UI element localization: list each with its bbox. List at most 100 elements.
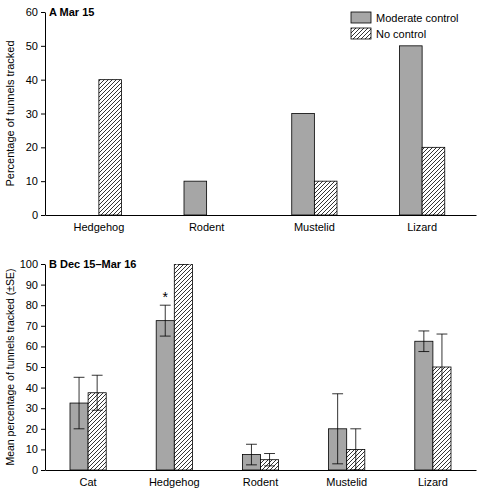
tick-label: Rodent: [189, 221, 224, 233]
tick: Hedgehog: [73, 215, 124, 233]
tick-mark: [41, 46, 45, 47]
tick-label: 30: [26, 108, 38, 120]
tick-label: 60: [26, 340, 38, 352]
error-bar: [437, 334, 448, 400]
tick-label: 20: [26, 141, 38, 153]
tick: 0: [32, 464, 45, 476]
tick-mark: [41, 388, 45, 389]
error-bar: [160, 305, 171, 336]
tick: 50: [26, 361, 45, 373]
y-axis: 0 10 20 30 40 50 60: [26, 6, 46, 221]
tick-label: Lizard: [407, 221, 437, 233]
plot-area: [99, 46, 445, 215]
bar: [314, 181, 337, 215]
annotation: *: [163, 289, 169, 305]
tick-mark: [41, 215, 45, 216]
tick-mark: [41, 305, 45, 306]
tick: Mustelid: [326, 470, 367, 488]
tick: 20: [26, 141, 45, 153]
tick-mark: [41, 114, 45, 115]
tick-label: 40: [26, 74, 38, 86]
tick: 60: [26, 6, 45, 18]
tick: 50: [26, 40, 45, 52]
tick-label: 50: [26, 361, 38, 373]
tick: Hedgehog: [149, 470, 200, 488]
tick: 30: [26, 402, 45, 414]
tick: 80: [26, 299, 45, 311]
error-bar: [92, 375, 103, 410]
error-bar: [264, 454, 275, 466]
panel: 0 10 20 30 40 50 60 70 80 90 100 Cat Hedgehog Rodent M…: [4, 258, 477, 488]
tick-label: 10: [26, 443, 38, 455]
panel-title: B Dec 15–Mar 16: [49, 258, 136, 270]
tick: Rodent: [189, 215, 224, 233]
tick: 60: [26, 340, 45, 352]
tick-label: Lizard: [418, 476, 448, 488]
tick: 40: [26, 74, 45, 86]
axis-title: Mean percentage of tunnels tracked (±SE): [4, 268, 16, 465]
tick: 100: [20, 258, 45, 270]
tick-mark: [41, 285, 45, 286]
tick-mark: [41, 326, 45, 327]
axis-line: [46, 215, 477, 216]
tick-mark: [41, 408, 45, 409]
tick: Mustelid: [294, 215, 335, 233]
tick: 10: [26, 443, 45, 455]
y-axis: 0 10 20 30 40 50 60 70 80 90 100: [20, 258, 46, 476]
tick: Rodent: [243, 470, 278, 488]
x-axis: Cat Hedgehog Rodent Mustelid Lizard: [46, 470, 477, 488]
legend-swatch: [351, 12, 371, 23]
x-axis: Hedgehog Rodent Mustelid Lizard: [46, 215, 477, 233]
tick-mark: [41, 449, 45, 450]
plot-area: [70, 264, 451, 470]
bar: [207, 215, 230, 216]
tick: Lizard: [407, 215, 437, 233]
tick-label: Hedgehog: [73, 221, 124, 233]
tick-label: 100: [20, 258, 38, 270]
axis-line: [45, 13, 46, 216]
bar: [399, 46, 422, 215]
tick: Cat: [80, 470, 97, 488]
bar: [422, 147, 445, 215]
tick-label: 0: [32, 464, 38, 476]
tick: 40: [26, 382, 45, 394]
tick: 20: [26, 423, 45, 435]
tick-mark: [41, 346, 45, 347]
tick-label: Cat: [80, 476, 97, 488]
error-bar: [332, 394, 343, 464]
tick-mark: [41, 80, 45, 81]
tick-label: 10: [26, 175, 38, 187]
tick-label: 60: [26, 6, 38, 18]
tick-label: 40: [26, 382, 38, 394]
legend-label: Moderate control: [376, 12, 459, 24]
tick-label: 70: [26, 320, 38, 332]
tick-label: 80: [26, 299, 38, 311]
axis-line: [45, 265, 46, 471]
tick-mark: [41, 470, 45, 471]
legend: Moderate control No control: [351, 12, 459, 40]
tick-label: Rodent: [243, 476, 278, 488]
tick: 0: [32, 209, 45, 221]
tick-mark: [41, 12, 45, 13]
legend-label: No control: [376, 28, 426, 40]
tick-mark: [41, 181, 45, 182]
tick-mark: [41, 429, 45, 430]
error-bar: [418, 331, 429, 352]
tick-label: Hedgehog: [149, 476, 200, 488]
tick: Lizard: [418, 470, 448, 488]
bar: [99, 80, 122, 215]
panel: 0 10 20 30 40 50 60 Hedgehog Rodent Mustelid Lizar…: [4, 6, 477, 233]
bar: [156, 321, 174, 470]
error-bar: [246, 444, 257, 465]
error-bar: [74, 377, 85, 429]
tick-label: 90: [26, 279, 38, 291]
bar: [174, 264, 192, 470]
tick-label: 20: [26, 423, 38, 435]
tick-label: Mustelid: [326, 476, 367, 488]
figure: 0 10 20 30 40 50 60 Hedgehog Rodent Mustelid Lizar…: [0, 0, 483, 500]
tick-label: 30: [26, 402, 38, 414]
error-bar: [178, 264, 189, 265]
tick-label: Mustelid: [294, 221, 335, 233]
tick-label: 0: [32, 209, 38, 221]
panel-title: A Mar 15: [49, 6, 94, 18]
